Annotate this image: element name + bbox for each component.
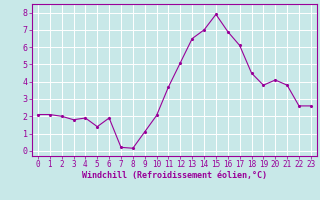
X-axis label: Windchill (Refroidissement éolien,°C): Windchill (Refroidissement éolien,°C) xyxy=(82,171,267,180)
